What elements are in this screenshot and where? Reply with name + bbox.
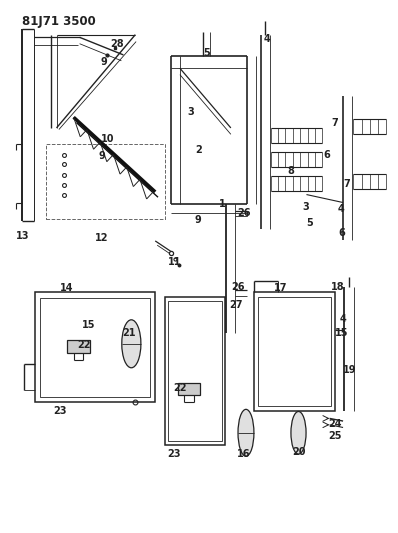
Text: 23: 23 <box>168 449 181 459</box>
Text: 15: 15 <box>335 328 348 338</box>
Text: 7: 7 <box>343 179 349 189</box>
Text: 9: 9 <box>100 58 107 67</box>
Text: 9: 9 <box>195 215 201 224</box>
Text: 10: 10 <box>101 134 114 143</box>
Text: 22: 22 <box>78 341 91 350</box>
Text: 1: 1 <box>219 199 225 208</box>
Text: 13: 13 <box>16 231 30 240</box>
Ellipse shape <box>122 320 141 368</box>
Text: 4: 4 <box>338 205 345 214</box>
Text: 20: 20 <box>293 447 306 457</box>
Text: 24: 24 <box>328 419 342 429</box>
Text: 23: 23 <box>54 407 67 416</box>
Text: 17: 17 <box>274 283 287 293</box>
Text: 21: 21 <box>123 328 136 338</box>
Text: 26: 26 <box>231 282 245 292</box>
Text: 4: 4 <box>340 314 346 324</box>
Text: 12: 12 <box>95 233 108 243</box>
Text: 11: 11 <box>168 257 181 267</box>
Text: 9: 9 <box>98 151 105 160</box>
Text: 2: 2 <box>196 146 202 155</box>
Text: 6: 6 <box>323 150 330 159</box>
Text: 3: 3 <box>188 107 194 117</box>
Text: 4: 4 <box>263 34 270 44</box>
Text: 22: 22 <box>173 383 187 393</box>
Ellipse shape <box>291 411 306 454</box>
Text: 25: 25 <box>328 431 342 441</box>
Text: 7: 7 <box>331 118 338 127</box>
Text: 16: 16 <box>237 449 250 459</box>
Text: 5: 5 <box>306 218 313 228</box>
Text: 3: 3 <box>302 202 309 212</box>
Text: 19: 19 <box>343 366 356 375</box>
Text: 81J71 3500: 81J71 3500 <box>22 15 96 28</box>
Text: 6: 6 <box>338 229 345 238</box>
Text: 15: 15 <box>82 320 95 330</box>
Text: 8: 8 <box>287 166 294 175</box>
Text: 26: 26 <box>238 208 251 218</box>
Text: 5: 5 <box>204 49 210 58</box>
Text: 18: 18 <box>331 282 344 292</box>
Ellipse shape <box>238 409 254 456</box>
Text: 14: 14 <box>60 283 74 293</box>
Text: 27: 27 <box>229 300 242 310</box>
Polygon shape <box>178 383 200 395</box>
Polygon shape <box>67 340 90 353</box>
Text: 28: 28 <box>111 39 124 49</box>
